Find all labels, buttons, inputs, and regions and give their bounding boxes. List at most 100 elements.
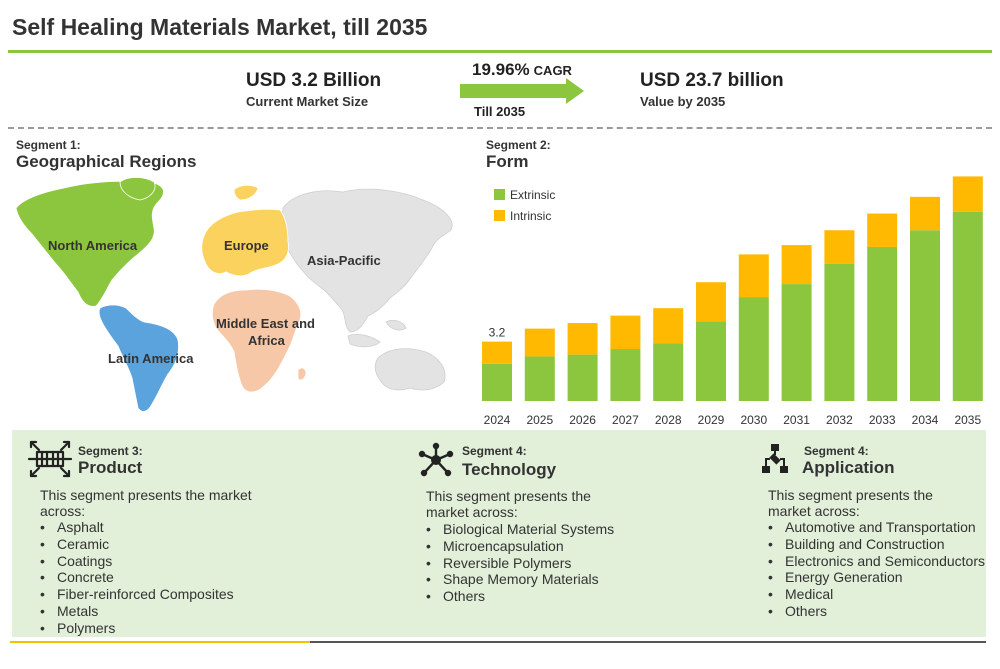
network-icon	[418, 442, 454, 477]
stacked-bar-chart: 2024 2025 2026 2027 2028 2029 2030 2031 2032 2033…	[482, 176, 983, 427]
bar-extrinsic-2031	[781, 284, 812, 401]
region-label-mea-line2: Africa	[248, 333, 286, 348]
page-title: Self Healing Materials Market, till 2035	[12, 14, 428, 40]
list-item: Reversible Polymers	[426, 555, 726, 572]
segment3-description: This segment presents the market across:	[40, 487, 252, 519]
list-item: Building and Construction	[768, 536, 986, 553]
segments-panel: Segment 3: Product This segment presents…	[12, 430, 986, 637]
world-map: North America Europe Asia-Pacific Middle…	[15, 177, 453, 412]
bar-extrinsic-2033	[867, 246, 898, 401]
region-label-latin-america: Latin America	[108, 351, 194, 366]
future-label: Value by 2035	[640, 94, 726, 109]
legend-item-extrinsic: Extrinsic	[494, 184, 555, 205]
footer-rule	[310, 641, 986, 643]
legend-item-intrinsic: Intrinsic	[494, 205, 555, 226]
product-icon	[27, 440, 73, 478]
segment1-label: Segment 1:	[16, 138, 81, 152]
list-item: Medical	[768, 586, 986, 603]
future-market-size: USD 23.7 billion Value by 2035	[640, 70, 784, 109]
segment1-heading: Geographical Regions	[16, 152, 197, 171]
x-tick-label: 2035	[954, 413, 981, 427]
bar-intrinsic-2028	[653, 308, 684, 344]
current-label: Current Market Size	[246, 94, 369, 109]
region-greenland	[119, 177, 156, 201]
x-tick-label: 2028	[655, 413, 682, 427]
bar-extrinsic-2027	[610, 349, 641, 401]
bar-intrinsic-2030	[738, 254, 769, 298]
segment4-column: Segment 4: Technology This segment prese…	[412, 430, 752, 637]
x-tick-label: 2033	[869, 413, 896, 427]
cagr-label: CAGR	[533, 63, 572, 78]
list-item: Polymers	[40, 620, 340, 637]
bar-intrinsic-2035	[952, 176, 983, 212]
region-madagascar	[297, 367, 307, 381]
cagr-period: Till 2035	[474, 104, 526, 119]
bar-extrinsic-2026	[567, 354, 598, 401]
current-value: USD 3.2 Billion	[246, 70, 382, 91]
bar-extrinsic-2032	[824, 263, 855, 401]
region-scandinavia	[233, 184, 259, 201]
segment3-heading: Product	[78, 458, 143, 477]
x-tick-label: 2034	[912, 413, 939, 427]
region-label-asia-pacific: Asia-Pacific	[307, 253, 381, 268]
region-middle-east-africa	[211, 288, 302, 393]
x-tick-label: 2024	[484, 413, 511, 427]
segment5-heading: Application	[802, 458, 895, 477]
segment2-heading: Form	[486, 152, 529, 171]
list-item: Electronics and Semiconductors	[768, 553, 986, 570]
list-item: Microencapsulation	[426, 538, 726, 555]
region-label-north-america: North America	[48, 238, 138, 253]
data-label: 3.2	[489, 326, 506, 340]
bar-intrinsic-2033	[867, 213, 898, 247]
segment4-label: Segment 4:	[462, 444, 527, 458]
list-item: Fiber-reinforced Composites	[40, 586, 340, 603]
region-latin-america	[98, 304, 179, 412]
bar-intrinsic-2032	[824, 230, 855, 264]
list-item: Ceramic	[40, 536, 340, 553]
bar-intrinsic-2026	[567, 323, 598, 355]
segment4-heading: Technology	[462, 460, 557, 479]
segment2-label: Segment 2:	[486, 138, 551, 152]
x-tick-label: 2030	[740, 413, 767, 427]
bar-extrinsic-2035	[952, 211, 983, 401]
segment5-column: Segment 4: Application This segment pres…	[756, 430, 986, 637]
list-item: Asphalt	[40, 519, 340, 536]
list-item: Others	[426, 588, 726, 605]
bar-extrinsic-2024	[482, 363, 512, 401]
legend-swatch-intrinsic	[494, 210, 505, 221]
region-europe	[201, 208, 289, 277]
list-item: Metals	[40, 603, 340, 620]
future-value: USD 23.7 billion	[640, 70, 784, 91]
segment3-column: Segment 3: Product This segment presents…	[12, 430, 402, 637]
cagr-value: 19.96%	[472, 60, 530, 79]
segment3-list: Asphalt Ceramic Coatings Concrete Fiber-…	[40, 519, 340, 637]
bar-extrinsic-2030	[738, 297, 769, 401]
bar-intrinsic-2025	[524, 328, 555, 357]
footer-rule-accent	[10, 641, 310, 643]
list-item: Concrete	[40, 569, 340, 586]
chart-legend: Extrinsic Intrinsic	[494, 184, 555, 226]
segment2-header: Segment 2: Form	[486, 138, 551, 172]
list-item: Biological Material Systems	[426, 521, 726, 538]
list-item: Coatings	[40, 553, 340, 570]
bar-extrinsic-2028	[653, 343, 684, 401]
region-australia	[374, 348, 446, 391]
x-tick-label: 2026	[569, 413, 596, 427]
segment5-list: Automotive and Transportation Building a…	[768, 519, 986, 620]
segment5-description: This segment presents the market across:	[768, 487, 933, 519]
segment5-label: Segment 4:	[804, 444, 869, 458]
region-label-mea-line1: Middle East and	[216, 316, 315, 331]
bar-extrinsic-2025	[524, 356, 555, 401]
x-tick-label: 2027	[612, 413, 639, 427]
region-label-europe: Europe	[224, 238, 269, 253]
cagr: 19.96% CAGR	[472, 60, 572, 80]
current-market-size: USD 3.2 Billion Current Market Size	[246, 70, 381, 109]
x-tick-label: 2032	[826, 413, 853, 427]
bar-extrinsic-2029	[696, 321, 726, 401]
bar-intrinsic-2029	[696, 282, 726, 322]
segment3-label: Segment 3:	[78, 444, 143, 458]
legend-swatch-extrinsic	[494, 189, 505, 200]
list-item: Others	[768, 603, 986, 620]
hierarchy-icon	[762, 444, 788, 473]
bar-intrinsic-2031	[781, 245, 812, 285]
